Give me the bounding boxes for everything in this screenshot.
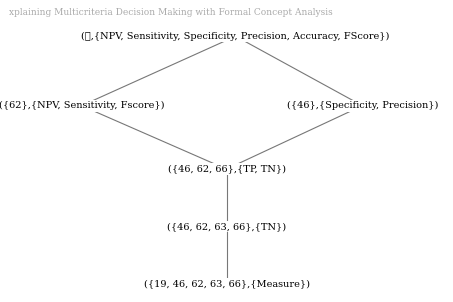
Text: ({62},{NPV, Sensitivity, Fscore}): ({62},{NPV, Sensitivity, Fscore}) [0,101,164,110]
Text: ({46, 62, 66},{TP, TN}): ({46, 62, 66},{TP, TN}) [168,165,285,174]
Text: ({46},{Specificity, Precision}): ({46},{Specificity, Precision}) [287,101,438,110]
Text: ({46, 62, 63, 66},{TN}): ({46, 62, 63, 66},{TN}) [167,222,286,231]
Text: (∅,{NPV, Sensitivity, Specificity, Precision, Accuracy, FScore}): (∅,{NPV, Sensitivity, Specificity, Preci… [82,32,390,41]
Text: ({19, 46, 62, 63, 66},{Measure}): ({19, 46, 62, 63, 66},{Measure}) [144,279,309,288]
Text: xplaining Multicriteria Decision Making with Formal Concept Analysis: xplaining Multicriteria Decision Making … [9,8,333,17]
